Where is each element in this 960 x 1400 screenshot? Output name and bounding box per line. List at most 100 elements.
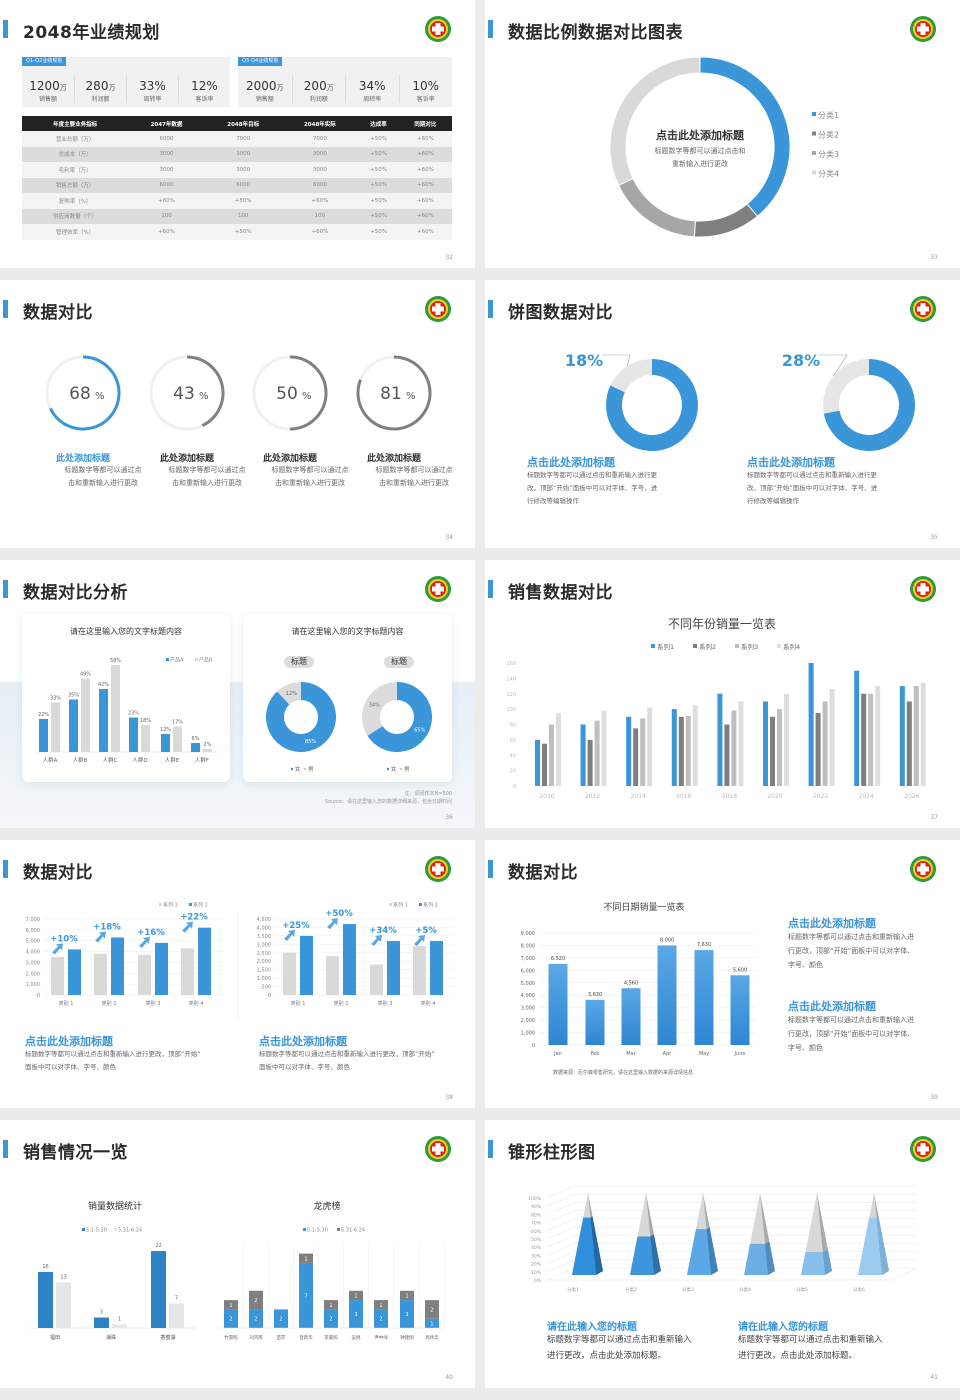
kpi-value: 10% [412, 79, 440, 93]
slide-33[interactable]: 数据比例数据对比图表 分类1 分类2 分类3 分类4 点击此处添加标题 标题数字等都可… [485, 0, 960, 268]
category-label: 香蜜湖 [160, 1334, 175, 1341]
slide-41[interactable]: 锥形柱形图 0% 10% 20% 30% 40% 50% 60% 70% 80% 90% 100% 分… [485, 1120, 960, 1388]
gridline [546, 1251, 917, 1264]
bar [822, 701, 828, 786]
legend-marker [337, 1228, 340, 1231]
table-cell: +60% [128, 224, 205, 240]
legend-marker [159, 903, 162, 906]
percent-label: 18% [565, 351, 603, 370]
legend-label: 系列 1 [163, 902, 178, 909]
kpi-item: 280万 利润额 [74, 75, 126, 103]
bar-segment [299, 1253, 313, 1263]
table-cell: 供应商数量（个） [22, 208, 129, 224]
kpi-item: 10% 客诉率 [398, 75, 453, 103]
block-desc-line: 标题数字等都可以通过点击和重新输入 [547, 1335, 692, 1345]
slide-39[interactable]: 数据对比 不同日期销量一览表 0 1,000 2,000 3,000 4,000 5,000… [485, 840, 960, 1108]
table-row: 复购率（%） +60% +50% +60% +50% +60% [22, 193, 452, 209]
block-desc-line: 击和重新输入进行更改 [172, 479, 242, 487]
data-label: 5,600 [733, 967, 747, 973]
source-note: Source：请在这里输入您的数据详细来源，包含日期时间 [324, 799, 452, 805]
slide-title: 数据对比 [508, 863, 578, 883]
bar [861, 693, 867, 786]
category-label: 曾跃华 [299, 1334, 313, 1341]
slide-36[interactable]: 数据对比分析 请在这里输入您的文字标题内容 请在这里输入您的文字标题内容 标题 … [0, 560, 475, 828]
x-tick-label: 2020 [767, 793, 782, 800]
legend-label: 分类4 [818, 169, 839, 179]
block-title: 此处添加标题 [366, 454, 421, 464]
slide-37[interactable]: 销售数据对比 不同年份销量一览表 系列1 系列2 系列3 系列4 0 20 40 60 80 100… [485, 560, 960, 828]
y-tick-label: 3,000 [257, 942, 271, 948]
table-cell: 复购率（%） [22, 193, 129, 209]
data-label: 23% [128, 711, 139, 717]
bar-segment [349, 1300, 363, 1328]
category-label: 类别 4 [189, 1000, 204, 1007]
category-label: Feb [591, 1051, 600, 1057]
title-bar [488, 20, 493, 38]
bar [343, 924, 356, 995]
bar [808, 663, 814, 786]
gridline [546, 1185, 917, 1199]
kpi-label: 周转率 [143, 96, 162, 103]
bar [51, 702, 60, 752]
kpi-value: 2000 [245, 79, 277, 93]
title-bar [3, 860, 8, 878]
legend-label: 男 [404, 766, 410, 773]
slide-38[interactable]: 数据对比 0 1,000 2,000 3,000 4,000 5,000 6,000 7,00… [0, 840, 475, 1108]
bar [640, 718, 646, 786]
data-label: 1 [118, 1317, 121, 1323]
slide-32[interactable]: 2048年业绩规划 Q1-Q2业绩规划 1200万 销售额 280万 利润额 33% 周转率… [0, 0, 475, 268]
bar [731, 710, 737, 786]
block-title: 请在此输入您的标题 [547, 1322, 637, 1333]
y-tick-label: 1,000 [521, 1031, 535, 1037]
bar-segment [349, 1290, 363, 1301]
table-cell: 销售总额（万） [22, 177, 129, 193]
page-number: 37 [930, 814, 938, 821]
y-tick-label: 4,500 [257, 917, 271, 923]
slide-40[interactable]: 销售情况一览 销量数据统计 5.1-5.30 5.31-6.24 16 13 福田 3 1 海珠… [0, 1120, 475, 1388]
donut-slice [606, 359, 698, 451]
data-label: 7,630 [697, 942, 711, 948]
leader-line [819, 354, 848, 376]
legend-marker [189, 903, 192, 906]
bar [548, 963, 568, 1045]
legend-label: 系列3 [741, 642, 758, 651]
legend-label: 5.1-5.30 [86, 1228, 107, 1234]
table-header: 同期对比 [398, 116, 452, 131]
pyramid-bar [744, 1243, 768, 1275]
legend-marker [812, 131, 816, 136]
block-desc-line: 行修改等编辑操作 [527, 497, 579, 505]
category-label: 人群E [165, 756, 180, 764]
donut-title-pill: 标题 [284, 656, 314, 668]
bar [430, 940, 443, 995]
bar [585, 999, 605, 1045]
logo-icon [425, 856, 451, 882]
pyramid-bar-chart: 0% 10% 20% 30% 40% 50% 60% 70% 80% 90% 100% 分类1 分类2 分… [528, 1185, 918, 1293]
growth-arrow-icon [371, 934, 382, 946]
table-cell: 3000 [281, 146, 359, 162]
slide-34[interactable]: 数据对比 68% 43% 50% 81% 此处添加标题 标题数字等都可以通过点 击和重新输… [0, 280, 475, 548]
category-label: 类别 2 [102, 1000, 117, 1007]
y-tick-label: 100 [506, 707, 516, 713]
panel-tag: Q3-Q4业绩规划 [238, 57, 283, 66]
pyramid-bar-side [822, 1249, 832, 1275]
y-tick-label: 0 [37, 993, 40, 999]
data-label: 1 [379, 1303, 382, 1309]
data-label: 6% [192, 736, 200, 742]
gridline [546, 1226, 917, 1240]
logo-icon [425, 16, 451, 42]
legend-marker [166, 658, 169, 661]
growth-arrow-icon [182, 921, 193, 933]
category-label: 分类1 [567, 1286, 579, 1293]
slide-35[interactable]: 饼图数据对比 18% 28% 点击此处添加标题 标题数字等都可以通过点击和重新输入进… [485, 280, 960, 548]
bar-segment [299, 1262, 313, 1328]
x-tick-label: 2024 [859, 793, 874, 800]
table-cell: 6000 [204, 177, 282, 193]
bar [724, 724, 730, 786]
y-tick-label: 1,000 [26, 982, 40, 988]
slide-title: 饼图数据对比 [508, 303, 613, 323]
category-label: Jan [553, 1051, 562, 1057]
kpi-item: 12% 客诉率 [178, 75, 230, 103]
bar [56, 1282, 71, 1328]
table-cell: 6000 [128, 131, 205, 147]
